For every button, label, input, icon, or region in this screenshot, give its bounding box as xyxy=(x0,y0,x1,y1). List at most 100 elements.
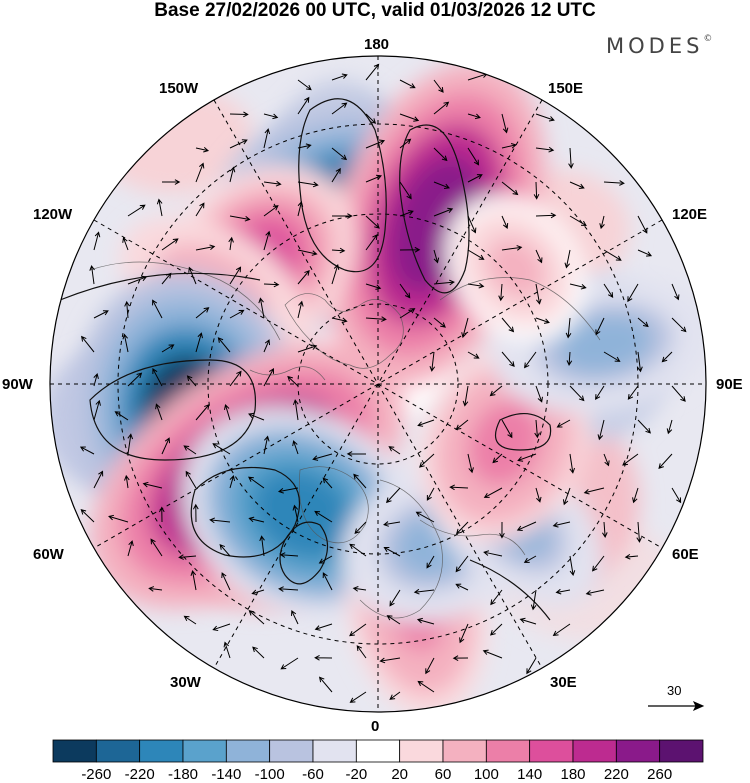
wind-arrow xyxy=(248,516,265,523)
wind-arrow xyxy=(93,372,99,387)
vector-scale-label: 30 xyxy=(667,683,682,698)
wind-arrow xyxy=(671,317,687,333)
modes-logo: MODES© xyxy=(606,34,713,58)
wind-arrow xyxy=(467,249,485,260)
wind-arrow xyxy=(462,385,469,407)
wind-arrow xyxy=(535,283,542,305)
lon-label-90w: 90W xyxy=(2,376,33,393)
wind-arrow xyxy=(263,367,274,387)
wind-arrow xyxy=(555,588,571,595)
wind-arrow xyxy=(248,412,265,421)
wind-arrow xyxy=(429,351,436,372)
colorbar-tick-label: -140 xyxy=(211,766,242,783)
wind-arrow xyxy=(564,249,571,269)
wind-arrow xyxy=(331,147,348,161)
wind-arrow xyxy=(292,399,299,421)
wind-arrow xyxy=(331,247,346,254)
wind-arrow xyxy=(399,113,420,122)
wind-arrow xyxy=(297,143,312,149)
wind-arrow xyxy=(258,297,265,319)
lon-label-60e: 60E xyxy=(672,546,699,563)
colorbar xyxy=(52,739,704,763)
colorbar-swatch xyxy=(615,739,661,763)
wind-arrow xyxy=(461,317,469,339)
wind-arrow xyxy=(467,147,480,166)
wind-arrow xyxy=(455,555,469,573)
wind-arrow xyxy=(627,283,639,303)
wind-arrow xyxy=(534,419,540,439)
wind-arrow xyxy=(517,453,537,462)
wind-arrow xyxy=(671,283,680,301)
wind-arrow xyxy=(467,351,480,359)
wind-arrow xyxy=(595,385,605,400)
wind-arrow xyxy=(331,73,348,81)
colorbar-swatch xyxy=(485,739,531,763)
wind-arrow xyxy=(452,655,469,661)
wind-arrow xyxy=(156,198,163,217)
wind-arrow xyxy=(161,344,175,353)
lon-label-30w: 30W xyxy=(170,674,201,691)
wind-arrow xyxy=(195,332,203,353)
wind-arrow xyxy=(186,375,197,387)
wind-arrow xyxy=(389,691,401,700)
wind-arrow xyxy=(322,572,333,591)
wind-arrow xyxy=(556,419,571,428)
wind-arrow xyxy=(349,543,367,557)
graticule xyxy=(50,56,706,712)
colorbar-tick-label: 140 xyxy=(517,766,543,783)
wind-arrow xyxy=(583,487,605,495)
wind-arrow xyxy=(526,657,537,675)
wind-arrow xyxy=(353,473,367,489)
wind-arrow xyxy=(161,272,172,285)
wind-arrow xyxy=(248,610,265,625)
wind-arrow xyxy=(365,139,386,149)
wind-arrow xyxy=(277,487,299,494)
wind-arrow xyxy=(365,316,387,322)
wind-arrow xyxy=(535,487,542,503)
wind-arrow xyxy=(671,385,686,402)
wind-arrow xyxy=(331,102,348,115)
wind-arrow xyxy=(229,166,236,183)
wind-arrow xyxy=(490,589,503,606)
wind-arrow xyxy=(399,246,421,253)
wind-arrow xyxy=(297,201,304,217)
wind-arrow xyxy=(467,453,474,474)
wind-arrow xyxy=(195,307,210,319)
wind-arrow xyxy=(195,244,216,251)
wind-arrow xyxy=(386,615,401,625)
wind-arrow xyxy=(108,514,129,523)
wind-arrow xyxy=(601,521,608,538)
wind-arrow xyxy=(467,174,483,183)
wind-arrow xyxy=(122,333,129,353)
wind-arrow xyxy=(183,615,197,625)
wind-arrow xyxy=(637,249,653,257)
wind-vectors xyxy=(79,63,687,703)
wind-arrow xyxy=(192,503,199,523)
wind-arrow xyxy=(229,215,251,222)
wind-arrow xyxy=(297,300,304,319)
wind-arrow xyxy=(569,453,576,474)
wind-arrow xyxy=(433,181,450,190)
lon-label-180: 180 xyxy=(364,36,390,53)
map-border xyxy=(49,55,707,713)
wind-arrow xyxy=(297,249,318,256)
wind-arrow xyxy=(365,113,377,124)
wind-arrow xyxy=(127,372,143,387)
wind-arrow xyxy=(251,589,265,596)
wind-arrow xyxy=(569,283,587,290)
wind-arrow xyxy=(415,511,435,523)
wind-arrow xyxy=(569,555,576,577)
wind-arrow xyxy=(433,279,455,286)
wind-arrow xyxy=(535,146,555,153)
lon-label-120e: 120E xyxy=(672,206,708,223)
wind-arrow xyxy=(314,510,333,523)
wind-arrow xyxy=(212,443,231,455)
wind-arrow xyxy=(399,181,412,200)
wind-arrow xyxy=(585,589,605,596)
wind-arrow xyxy=(533,181,540,200)
wind-arrow xyxy=(127,540,134,557)
wind-arrow xyxy=(331,317,348,324)
wind-arrow xyxy=(592,555,605,572)
wind-arrow xyxy=(535,317,550,324)
wind-arrow xyxy=(93,470,104,489)
